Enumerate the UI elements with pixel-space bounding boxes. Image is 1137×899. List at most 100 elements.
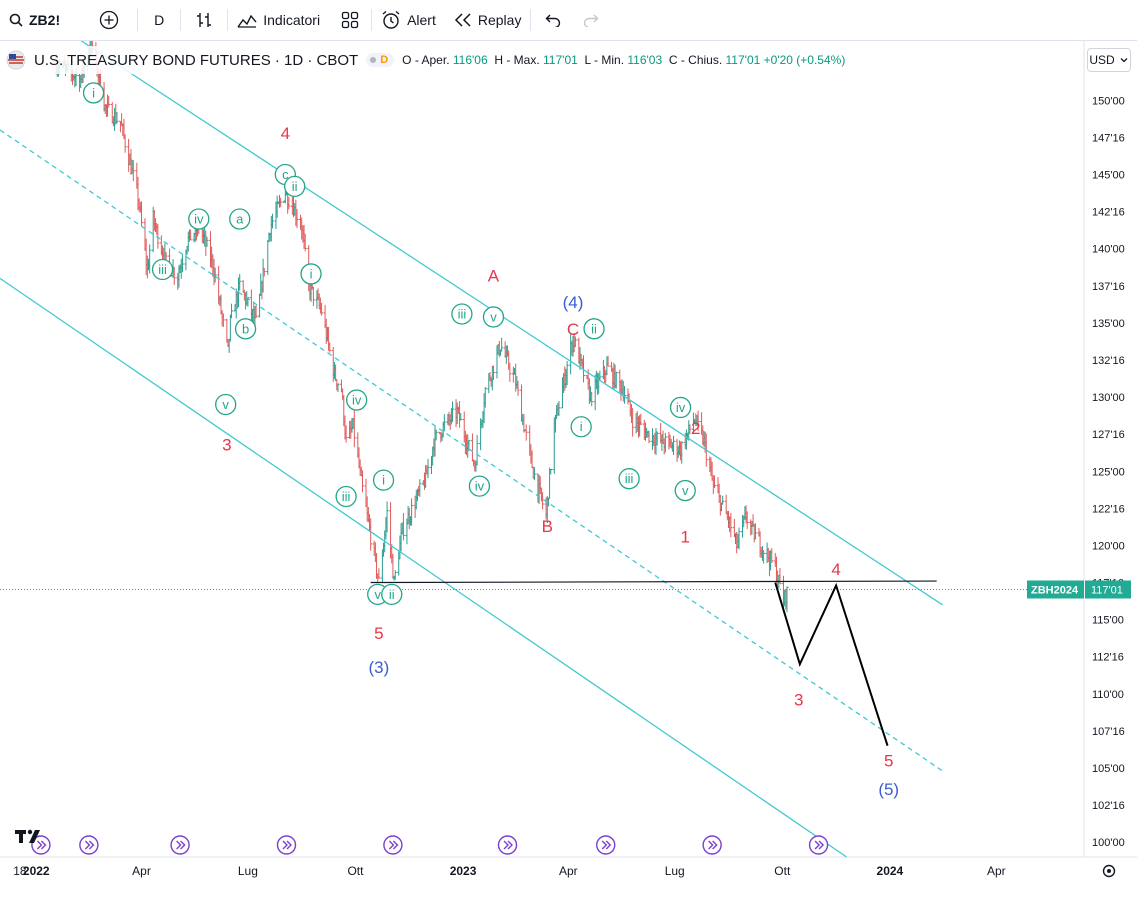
- price-axis-label: 150'00: [1092, 95, 1125, 107]
- tradingview-logo-icon: [15, 829, 40, 843]
- wave-label-minor: ii: [389, 587, 395, 602]
- indicators-button[interactable]: Indicatori: [228, 0, 329, 40]
- time-axis-label: 2024: [877, 864, 904, 878]
- wave-label-minor: v: [374, 587, 381, 602]
- currency-selector[interactable]: USD: [1087, 48, 1131, 72]
- chart-type-button[interactable]: [181, 0, 227, 40]
- time-axis-label: Ott: [347, 864, 364, 878]
- wave-circle: [82, 82, 105, 104]
- wave-label-minor: ii: [591, 321, 597, 336]
- low-value: 116'03: [627, 53, 663, 67]
- replay-label: Replay: [477, 12, 522, 28]
- toolbar-divider: [137, 9, 139, 31]
- channel-lower-line: [0, 277, 847, 858]
- alert-label: Alert: [407, 12, 436, 28]
- wave-label-major: 5: [884, 752, 893, 771]
- wave-label-major: 1: [681, 528, 690, 547]
- wave-label-minor: iv: [475, 479, 485, 494]
- redo-button[interactable]: [575, 0, 607, 40]
- price-axis-label: 120'00: [1092, 540, 1125, 552]
- wave-circle: [300, 263, 322, 285]
- event-marker-chevrons: [36, 840, 47, 850]
- event-marker-chevrons: [84, 840, 95, 850]
- price-axis-label: 142'16: [1092, 207, 1125, 219]
- wave-circle: [669, 396, 692, 419]
- time-axis-label: Apr: [132, 864, 151, 878]
- wave-circle: [151, 258, 174, 281]
- event-marker-chevrons: [282, 840, 292, 850]
- wave-label-minor: iv: [352, 393, 362, 408]
- change-value: +0'20 (+0.54%): [763, 53, 846, 67]
- indicators-label: Indicatori: [263, 12, 321, 28]
- price-tag-box: [1085, 580, 1131, 599]
- symbol-tag-box: [1027, 580, 1084, 599]
- compare-symbol-button[interactable]: [69, 0, 137, 40]
- time-axis-label: Lug: [665, 864, 685, 878]
- undo-button[interactable]: [531, 0, 575, 40]
- wave-label-major: 5: [374, 624, 383, 643]
- layout-grid-icon: [341, 11, 359, 29]
- wave-circle: [674, 479, 696, 502]
- alert-button[interactable]: Alert: [372, 0, 445, 40]
- price-axis-label: 115'00: [1092, 615, 1124, 627]
- bars-chart-icon: [197, 13, 212, 27]
- wave-label-degree: (3): [368, 658, 389, 677]
- close-value: 117'01: [725, 53, 761, 67]
- wave-label-degree: (4): [563, 293, 584, 312]
- time-axis-label: 2022: [23, 864, 50, 878]
- data-status-badge[interactable]: D: [366, 53, 395, 67]
- support-line: [370, 580, 937, 584]
- wave-circle: [215, 393, 237, 416]
- price-axis-label: 112'16: [1092, 652, 1124, 664]
- symbol-label: ZB2!: [29, 12, 61, 28]
- us-flag-icon: [6, 50, 26, 70]
- wave-circle: [618, 468, 640, 490]
- wave-label-degree: (5): [878, 780, 899, 799]
- interval-button[interactable]: D: [138, 0, 180, 40]
- time-axis-label: Ott: [774, 864, 791, 878]
- price-axis-label: 105'00: [1092, 763, 1125, 775]
- layouts-button[interactable]: [329, 0, 371, 40]
- price-axis-label: 135'00: [1092, 318, 1125, 330]
- wave-label-minor: iii: [342, 489, 351, 504]
- wave-label-minor: iii: [625, 471, 634, 486]
- wave-label-major: 4: [831, 560, 840, 579]
- wave-label-minor: ii: [292, 179, 298, 194]
- price-tag-text: 117'01: [1091, 585, 1123, 597]
- price-axis[interactable]: 150'00 147'16 145'00 142'16 140'00 137'16 135'…: [1092, 95, 1125, 849]
- event-marker-chevrons: [601, 840, 612, 850]
- last-price-tag: ZBH2024 117'01: [1027, 580, 1131, 599]
- wave-label-minor: i: [580, 419, 583, 434]
- price-axis-label: 140'00: [1092, 244, 1125, 256]
- chevron-down-icon: [1120, 58, 1128, 63]
- chart-legend: U.S. TREASURY BOND FUTURES · 1D · CBOT D…: [6, 46, 846, 74]
- top-toolbar: ZB2! D Indicatori Alert Replay: [0, 0, 1137, 41]
- wave-circle: [346, 389, 368, 411]
- wave-circle: [482, 306, 505, 328]
- wave-circle: [234, 318, 257, 340]
- replay-button[interactable]: Replay: [445, 0, 531, 40]
- price-bars: [54, 28, 789, 613]
- symbol-search-button[interactable]: ZB2!: [0, 0, 69, 40]
- wave-label-major: C: [567, 320, 579, 339]
- tradingview-logo[interactable]: [15, 827, 47, 850]
- ohlc-values: O - Aper. 116'06 H - Max. 117'01 L - Min…: [402, 53, 845, 67]
- settings-gear-icon[interactable]: [1102, 864, 1116, 878]
- low-label: L - Min.: [584, 53, 625, 67]
- channel-middle-line: [0, 129, 943, 772]
- price-axis-label: 145'00: [1092, 170, 1125, 182]
- add-circle-icon: [99, 10, 119, 30]
- legend-title[interactable]: U.S. TREASURY BOND FUTURES · 1D · CBOT: [34, 51, 359, 69]
- symbol-tag-text: ZBH2024: [1031, 585, 1079, 597]
- redo-icon: [584, 14, 599, 27]
- wave-circle: [188, 208, 210, 230]
- wave-label-major: 2: [691, 419, 700, 438]
- wave-circle: [372, 469, 395, 491]
- indicators-icon: [237, 14, 257, 28]
- toolbar-divider: [180, 9, 182, 31]
- currency-label: USD: [1089, 53, 1115, 67]
